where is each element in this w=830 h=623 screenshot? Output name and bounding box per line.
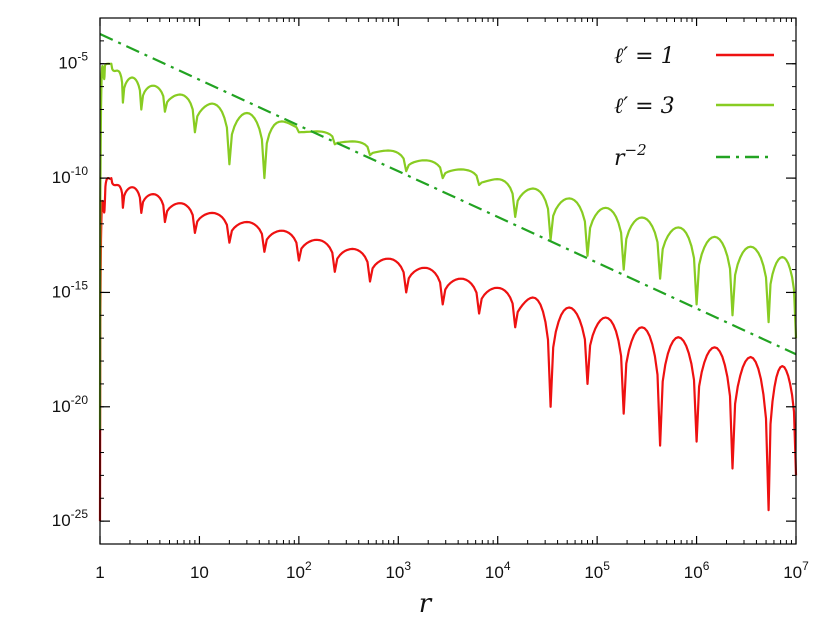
series-line-1	[98, 177, 798, 522]
x-tick-label-exponent: 7	[802, 559, 809, 573]
x-tick-label-exponent: 5	[603, 559, 610, 573]
legend-label: ℓ′ = 3	[614, 94, 675, 119]
y-tick-label-exponent: -5	[77, 50, 88, 64]
x-tick-label-exponent: 4	[504, 559, 511, 573]
x-tick-label: 103	[385, 559, 411, 582]
x-tick-label-base: 10	[584, 563, 603, 582]
series-line-3	[99, 33, 797, 356]
y-tick-label: 10-10	[52, 164, 89, 187]
x-tick-label-base: 10	[385, 563, 404, 582]
y-tick-label-base: 10	[58, 54, 77, 73]
y-tick-label: 10-20	[52, 393, 89, 416]
legend-label: ℓ′ = 1	[614, 44, 675, 69]
x-tick-label-base: 10	[190, 563, 209, 582]
y-tick-label: 10-15	[52, 278, 89, 301]
x-tick-label-base: 10	[286, 563, 305, 582]
tick-labels: 1 10 102 103 104 105 106 10710-510-1010-1510-20…	[52, 50, 809, 582]
x-tick-label-exponent: 3	[404, 559, 411, 573]
y-tick-label: 10-25	[52, 507, 89, 530]
legend-label-exponent: −2	[625, 141, 647, 159]
x-tick-label-exponent: 2	[305, 559, 312, 573]
x-tick-label-base: 10	[783, 563, 802, 582]
x-tick-label-base: 10	[684, 563, 703, 582]
x-tick-label-base: 10	[485, 563, 504, 582]
y-tick-label-exponent: -10	[71, 164, 89, 178]
plot-area	[98, 33, 798, 522]
y-tick-label-base: 10	[52, 282, 71, 301]
y-tick-label-exponent: -20	[71, 393, 89, 407]
x-tick-label: 104	[485, 559, 511, 582]
series-line-2	[98, 62, 798, 430]
x-tick-label-exponent: 6	[703, 559, 710, 573]
y-tick-label-exponent: -15	[71, 278, 89, 292]
y-tick-label-base: 10	[52, 397, 71, 416]
x-tick-label: 106	[684, 559, 710, 582]
axis-ticks	[99, 17, 797, 545]
y-tick-label: 10-5	[58, 50, 88, 73]
legend: ℓ′ = 1 ℓ′ = 3 r−2	[614, 44, 774, 171]
y-tick-label-base: 10	[52, 511, 71, 530]
y-tick-label-exponent: -25	[71, 507, 89, 521]
x-axis-title: r	[419, 589, 433, 619]
legend-label: r−2	[614, 141, 647, 171]
y-tick-label-base: 10	[52, 168, 71, 187]
x-tick-label: 10	[190, 563, 209, 582]
x-tick-label: 1	[95, 563, 104, 582]
plot-frame	[99, 17, 797, 545]
x-tick-label: 107	[783, 559, 809, 582]
x-tick-label: 105	[584, 559, 610, 582]
x-tick-label: 102	[286, 559, 312, 582]
x-tick-label-base: 1	[95, 563, 104, 582]
legend-label-base: r	[614, 146, 626, 171]
